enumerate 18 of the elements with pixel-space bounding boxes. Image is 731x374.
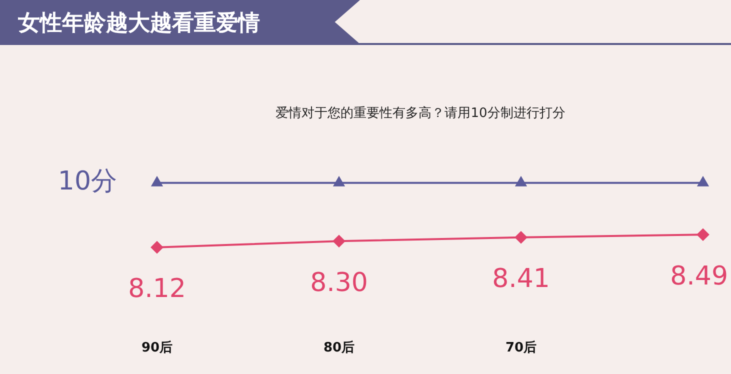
x-tick-label: 70后: [505, 340, 537, 356]
series-label: 10分: [58, 166, 117, 197]
chart-title: 女性年龄越大越看重爱情: [18, 10, 260, 38]
point: [152, 176, 162, 186]
point: [334, 176, 344, 186]
x-tick-label: 90后: [141, 340, 173, 356]
data-label: 8.41: [492, 264, 550, 294]
point: [698, 176, 708, 186]
data-label: 8.30: [310, 268, 368, 298]
point: [516, 176, 526, 186]
data-label: 8.49: [670, 261, 728, 292]
data-label: 8.12: [128, 274, 186, 304]
point: [151, 241, 163, 254]
point: [515, 231, 527, 244]
point: [697, 228, 709, 241]
x-tick-label: 80后: [323, 340, 355, 356]
point: [333, 235, 345, 248]
chart-subtitle: 爱情对于您的重要性有多高？请用10分制进行打分: [274, 105, 566, 122]
